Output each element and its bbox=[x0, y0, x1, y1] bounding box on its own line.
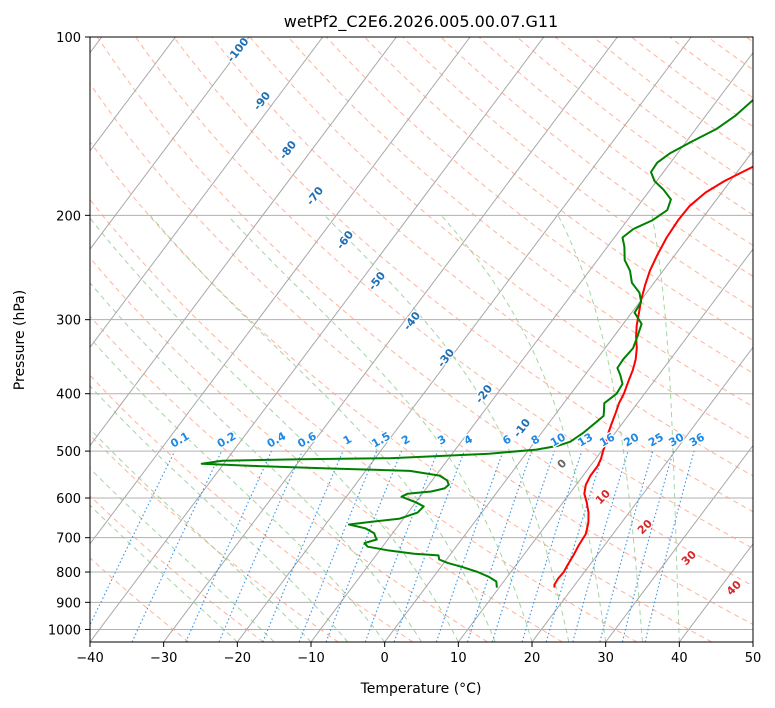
mixing-ratio-line bbox=[262, 450, 344, 642]
dry-adiabat bbox=[90, 141, 712, 642]
mixing-ratio-line bbox=[185, 450, 273, 642]
mixing-ratio-line bbox=[466, 450, 533, 642]
dewpoint-profile bbox=[200, 98, 753, 588]
isotherm-line bbox=[90, 37, 545, 642]
dry-adiabat bbox=[516, 37, 753, 216]
dry-adiabat bbox=[96, 37, 753, 587]
mixing-ratio-line bbox=[572, 450, 629, 642]
x-tick-label: 40 bbox=[671, 651, 688, 666]
mixing-ratio-line bbox=[435, 450, 504, 642]
mixing-ratio-line bbox=[521, 450, 583, 642]
x-tick-label: 20 bbox=[524, 651, 541, 666]
y-axis-title: Pressure (hPa) bbox=[12, 290, 28, 390]
y-tick-label: 900 bbox=[56, 596, 81, 611]
y-tick-label: 400 bbox=[56, 388, 81, 403]
chart-title: wetPf2_C2E6.2026.005.00.07.G11 bbox=[284, 12, 558, 32]
y-tick-label: 100 bbox=[56, 31, 81, 46]
y-tick-label: 200 bbox=[56, 209, 81, 224]
y-tick-label: 600 bbox=[56, 492, 81, 507]
dry-adiabat bbox=[211, 37, 753, 477]
y-tick-label: 700 bbox=[56, 532, 81, 547]
mixing-ratio-line bbox=[393, 450, 465, 642]
dry-adiabat bbox=[90, 374, 414, 642]
temperature-profile bbox=[553, 165, 753, 588]
y-tick-label: 300 bbox=[56, 314, 81, 329]
isotherm-line bbox=[236, 37, 692, 642]
isotherm-line bbox=[90, 37, 397, 447]
dry-adiabat bbox=[593, 37, 753, 157]
skewed-isotherms bbox=[90, 37, 753, 642]
dry-adiabat bbox=[173, 37, 753, 513]
mixing-ratio-line bbox=[621, 450, 674, 642]
moist-adiabat bbox=[440, 214, 607, 642]
x-tick-label: 50 bbox=[745, 651, 762, 666]
mixing-ratio-line bbox=[131, 450, 223, 642]
isotherm-line bbox=[90, 37, 250, 250]
x-tick-label: −20 bbox=[224, 651, 251, 666]
mixing-ratio-line bbox=[90, 450, 176, 627]
x-tick-label: −10 bbox=[297, 651, 324, 666]
moist-adiabat bbox=[149, 214, 496, 642]
isotherm-line bbox=[90, 37, 324, 349]
mixing-ratio-line bbox=[644, 450, 695, 642]
moist-adiabat bbox=[227, 214, 533, 642]
isotherm-line bbox=[310, 51, 753, 642]
dry-adiabats bbox=[90, 37, 753, 642]
mixing-ratio-line bbox=[545, 450, 605, 642]
plot-frame bbox=[89, 36, 754, 643]
moist-adiabats bbox=[90, 214, 680, 642]
isotherm-line bbox=[384, 150, 753, 642]
x-tick-label: 10 bbox=[450, 651, 467, 666]
dry-adiabat bbox=[135, 37, 753, 550]
dry-adiabat bbox=[364, 37, 753, 341]
dry-adiabat bbox=[325, 37, 753, 374]
mixing-ratio-line bbox=[491, 450, 555, 642]
y-tick-label: 800 bbox=[56, 566, 81, 581]
moist-adiabat bbox=[90, 428, 312, 642]
dry-adiabat bbox=[249, 37, 753, 442]
moist-adiabat bbox=[557, 215, 643, 642]
x-tick-label: 0 bbox=[381, 651, 389, 666]
isotherm-line bbox=[90, 37, 176, 152]
moist-adiabat bbox=[90, 217, 459, 642]
y-axis: 100 200 300 400 500 600 700 800 900 1000 bbox=[48, 31, 90, 638]
dry-adiabat bbox=[402, 37, 753, 309]
sounding-curves bbox=[200, 98, 753, 588]
dry-adiabat bbox=[90, 83, 753, 625]
mixing-ratio-lines bbox=[90, 450, 695, 642]
isotherm-line bbox=[531, 346, 753, 642]
dry-adiabat bbox=[90, 434, 339, 642]
y-tick-label: 1000 bbox=[48, 623, 81, 638]
mixing-ratio-line bbox=[599, 450, 654, 642]
isotherm-line bbox=[163, 37, 618, 642]
x-axis-title: Temperature (°C) bbox=[360, 681, 482, 697]
isotherm-line bbox=[605, 444, 753, 642]
dry-adiabat bbox=[90, 198, 638, 642]
moist-adiabat bbox=[90, 337, 386, 642]
x-tick-label: 30 bbox=[597, 651, 614, 666]
moist-adiabat bbox=[324, 214, 570, 642]
dry-adiabat bbox=[287, 37, 753, 408]
x-tick-label: −30 bbox=[150, 651, 177, 666]
x-tick-label: −40 bbox=[76, 651, 103, 666]
x-axis: −40 −30 −20 −10 0 10 20 30 40 50 bbox=[76, 642, 761, 666]
isotherm-line bbox=[457, 248, 753, 642]
y-tick-label: 500 bbox=[56, 445, 81, 460]
dry-adiabat bbox=[554, 37, 753, 186]
isotherm-line bbox=[90, 37, 471, 545]
